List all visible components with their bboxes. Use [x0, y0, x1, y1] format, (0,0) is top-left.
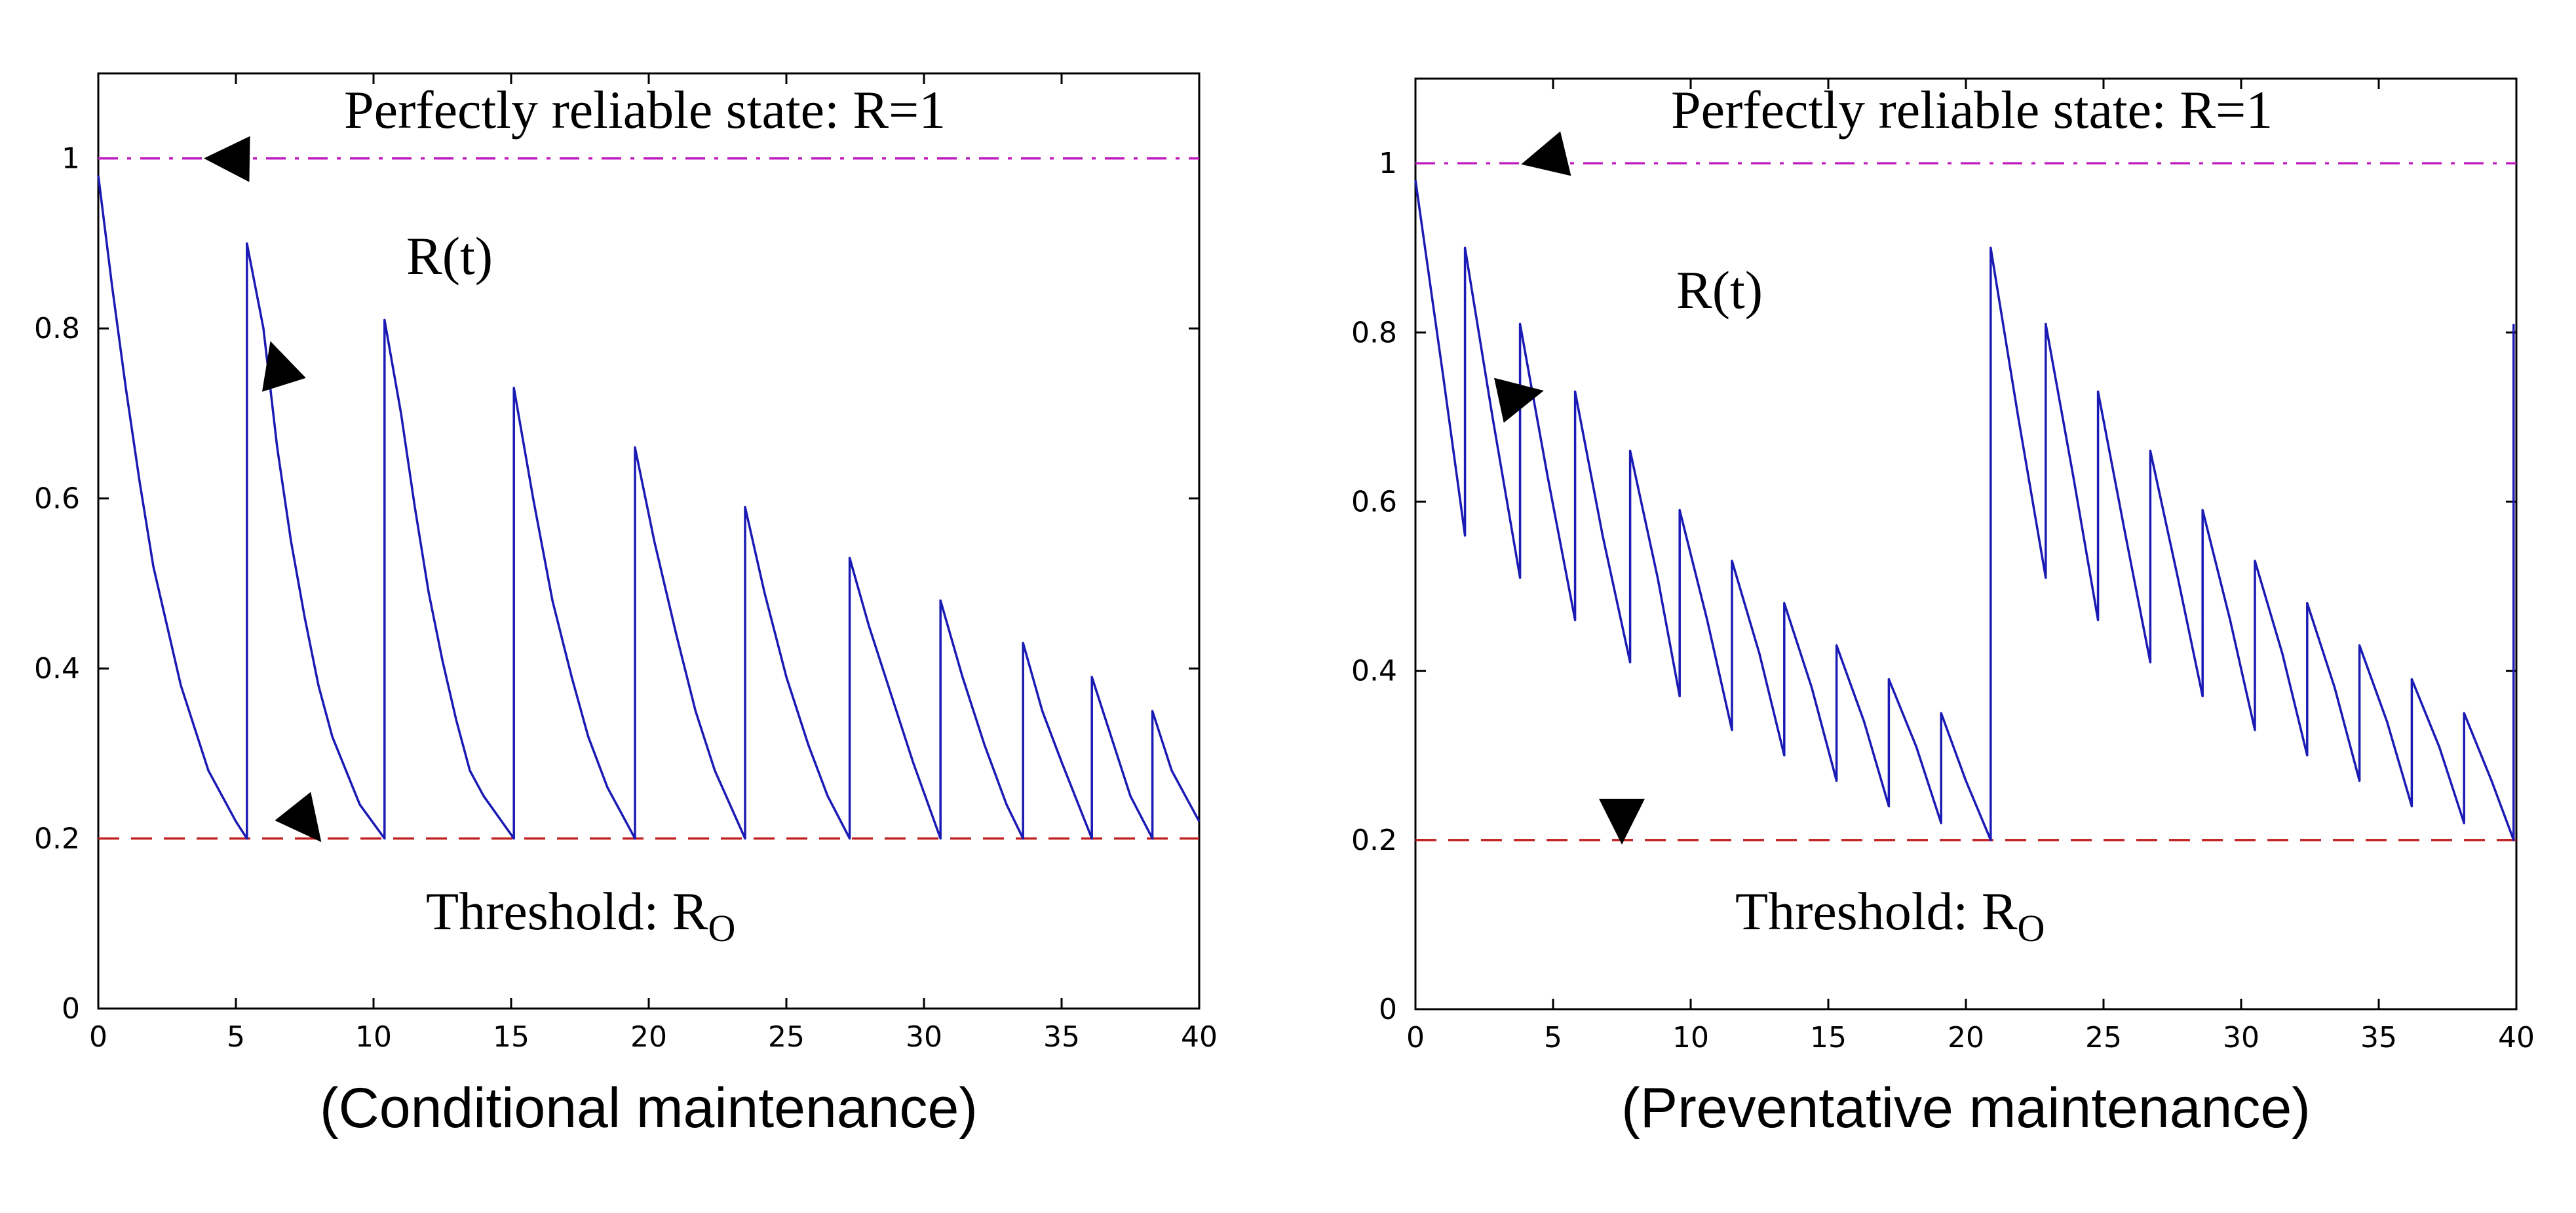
chart-panel-preventative: 0 5 10 15 20 25 30 35 40 0 0.2 0.4 0.6 0.8 1 Perfectly …: [1351, 77, 2535, 1140]
x-tick-label: 0: [1406, 1021, 1425, 1054]
x-tick-label: 30: [906, 1020, 942, 1054]
y-tick-label: 0: [62, 992, 80, 1026]
y-tick-label: 1: [1379, 147, 1397, 180]
y-tick-label: 0.4: [34, 652, 80, 685]
y-tick-label: 0.4: [1351, 655, 1397, 688]
y-tick-label: 0.2: [1351, 824, 1397, 857]
y-tick-label: 0.2: [34, 822, 80, 856]
annotation-label-subscript: O: [708, 907, 735, 950]
annotation-label: Perfectly reliable state: R=1: [1671, 80, 2273, 140]
x-tick-label: 20: [630, 1020, 667, 1054]
x-tick-label: 0: [89, 1020, 107, 1054]
x-tick-label: 40: [1181, 1020, 1218, 1054]
x-tick-label: 40: [2498, 1021, 2535, 1054]
chart-caption: (Preventative maintenance): [1621, 1077, 2311, 1140]
annotation-label-subscript: O: [2017, 907, 2045, 950]
annotation-arrow: [261, 341, 306, 392]
x-tick-label: 30: [2223, 1021, 2259, 1054]
x-tick-label: 15: [493, 1020, 529, 1054]
x-tick-label: 25: [768, 1020, 805, 1054]
y-tick-label: 0.6: [34, 482, 80, 516]
x-tick-label: 25: [2085, 1021, 2122, 1054]
annotation-label: Threshold: RO: [426, 881, 735, 950]
chart-caption: (Conditional maintenance): [320, 1077, 978, 1140]
x-tick-label: 20: [1948, 1021, 1984, 1054]
chart-panel-conditional: 0 5 10 15 20 25 30 35 40 0 0.2 0.4 0.6 0.8 1 Perfectly …: [34, 72, 1218, 1140]
y-tick-label: 0.8: [34, 312, 80, 345]
annotation-arrow: [1494, 377, 1544, 423]
series-line-rt: [1414, 180, 2515, 841]
annotation-label-main: Threshold: R: [1735, 881, 2018, 941]
annotation-label: Threshold: RO: [1735, 881, 2045, 950]
annotation-label-main: Threshold: R: [426, 881, 708, 941]
x-tick-label: 5: [227, 1020, 245, 1054]
y-tick-label: 0: [1379, 993, 1397, 1026]
plot-area-frame: [1414, 77, 2518, 1011]
x-tick-label: 5: [1544, 1021, 1562, 1054]
x-tick-label: 15: [1810, 1021, 1847, 1054]
annotation-arrow: [275, 792, 322, 843]
x-tick-label: 35: [2360, 1021, 2397, 1054]
series-line-rt: [97, 175, 1201, 840]
y-tick-label: 1: [62, 142, 80, 176]
annotation-label: Perfectly reliable state: R=1: [344, 80, 946, 140]
x-tick-label: 10: [1672, 1021, 1709, 1054]
y-tick-label: 0.8: [1351, 316, 1397, 349]
x-tick-label: 10: [355, 1020, 392, 1054]
annotation-label: R(t): [406, 226, 493, 286]
annotation-arrow: [1521, 131, 1571, 176]
x-tick-label: 35: [1043, 1020, 1080, 1054]
y-tick-label: 0.6: [1351, 485, 1397, 518]
annotation-label: R(t): [1676, 260, 1763, 320]
plot-area-frame: [97, 72, 1201, 1010]
